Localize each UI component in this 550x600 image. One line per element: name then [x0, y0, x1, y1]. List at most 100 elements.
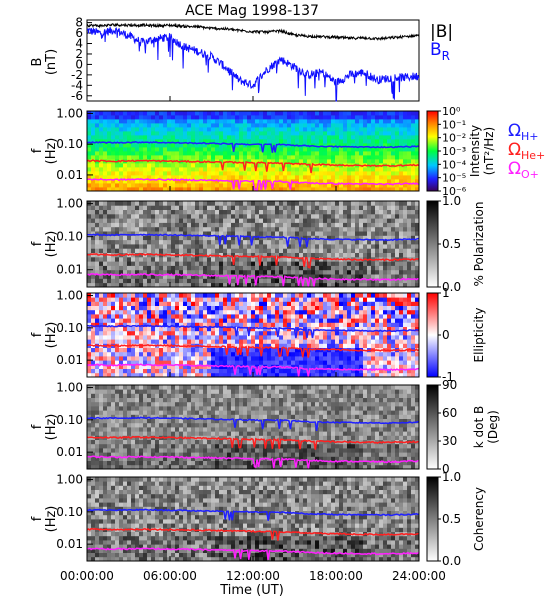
- ellipticity-cell: [299, 356, 304, 361]
- ellipticity-cell: [291, 314, 296, 319]
- intensity-cell: [87, 135, 92, 140]
- intensity-cell: [355, 147, 360, 152]
- intensity-cell: [395, 187, 400, 192]
- ellipticity-cell: [159, 360, 164, 365]
- polarization-cell: [231, 205, 236, 210]
- ellipticity-cell: [327, 318, 332, 323]
- intensity-cell: [315, 131, 320, 136]
- polarization-cell: [287, 218, 292, 223]
- intensity-cell: [87, 171, 92, 176]
- intensity-cell: [291, 183, 296, 188]
- intensity-cell: [223, 151, 228, 156]
- polarization-cell: [227, 248, 232, 253]
- polarization-cell: [143, 231, 148, 236]
- intensity-cell: [179, 183, 184, 188]
- polarization-cell: [367, 218, 372, 223]
- intensity-cell: [207, 123, 212, 128]
- ellipticity-cell: [335, 326, 340, 332]
- ellipticity-cell: [95, 326, 100, 332]
- ellipticity-cell: [303, 335, 308, 340]
- polarization-cell: [183, 244, 188, 249]
- intensity-cell: [183, 119, 188, 124]
- polarization-cell: [375, 201, 380, 206]
- polarization-cell: [227, 231, 232, 236]
- polarization-cell: [355, 205, 360, 210]
- ellipticity-cell: [291, 343, 296, 348]
- intensity-cell: [263, 127, 268, 132]
- intensity-cell: [271, 135, 276, 140]
- ellipticity-cell: [283, 301, 288, 306]
- polarization-cell: [295, 248, 300, 253]
- ellipticity-cell: [251, 347, 256, 353]
- ellipticity-cell: [367, 343, 372, 348]
- intensity-cell: [335, 187, 340, 192]
- polarization-cell: [335, 201, 340, 206]
- intensity-cell: [367, 159, 372, 164]
- intensity-cell: [307, 167, 312, 172]
- polarization-cell: [375, 274, 380, 279]
- polarization-cell: [159, 209, 164, 215]
- ellipticity-cell: [87, 360, 92, 365]
- polarization-cell: [315, 222, 320, 228]
- polarization-cell: [315, 218, 320, 223]
- intensity-cell: [195, 127, 200, 132]
- ellipticity-cell: [383, 305, 388, 311]
- ellipticity-cell: [255, 305, 260, 311]
- polarization-cell: [391, 231, 396, 236]
- intensity-colorbar-label: Intensity: [468, 125, 482, 177]
- intensity-cell: [235, 123, 240, 128]
- intensity-cell: [379, 167, 384, 172]
- intensity-cell: [215, 167, 220, 172]
- ellipticity-cell: [115, 356, 120, 361]
- polarization-cell: [159, 278, 164, 284]
- polarization-cell: [167, 235, 172, 241]
- intensity-cell: [151, 115, 156, 120]
- ellipticity-cell: [227, 322, 232, 327]
- polarization-cell: [203, 261, 208, 266]
- intensity-cell: [223, 175, 228, 180]
- intensity-cell: [127, 171, 132, 176]
- intensity-cell: [383, 183, 388, 188]
- intensity-cell: [395, 135, 400, 140]
- intensity-cell: [331, 179, 336, 184]
- ellipticity-cell: [339, 351, 344, 357]
- intensity-cell: [319, 135, 324, 140]
- ellipticity-cell: [295, 314, 300, 319]
- polarization-cell: [243, 244, 248, 249]
- intensity-cell: [171, 127, 176, 132]
- polarization-colorbar: [426, 200, 439, 288]
- ellipticity-cell: [115, 301, 120, 306]
- intensity-cell: [323, 111, 328, 116]
- ellipticity-cell: [127, 356, 132, 361]
- polarization-cell: [383, 235, 388, 241]
- polarization-cell: [159, 205, 164, 210]
- polarization-cell: [319, 282, 324, 288]
- polarization-cell: [103, 205, 108, 210]
- polarization-cell: [363, 252, 368, 258]
- intensity-cell: [415, 155, 420, 160]
- polarization-cell: [247, 226, 252, 232]
- ellipticity-cell: [283, 339, 288, 344]
- ellipticity-cell: [399, 305, 404, 311]
- ellipticity-cell: [131, 293, 136, 298]
- intensity-cell: [239, 131, 244, 136]
- intensity-cell: [323, 151, 328, 156]
- ellipticity-cell: [87, 351, 92, 357]
- polarization-cell: [375, 205, 380, 210]
- polarization-cell: [383, 218, 388, 223]
- polarization-cell: [303, 231, 308, 236]
- intensity-cell: [343, 119, 348, 124]
- intensity-cell: [123, 119, 128, 124]
- ellipticity-cell: [319, 343, 324, 348]
- polarization-cell: [363, 226, 368, 232]
- polarization-cell: [127, 239, 132, 245]
- intensity-cell: [123, 135, 128, 140]
- polarization-cell: [407, 235, 412, 241]
- intensity-cell: [383, 131, 388, 136]
- ellipticity-cell: [127, 335, 132, 340]
- ellipticity-cell: [347, 305, 352, 311]
- intensity-cell: [115, 131, 120, 136]
- intensity-cell: [187, 135, 192, 140]
- polarization-cell: [171, 218, 176, 223]
- intensity-cell: [279, 183, 284, 188]
